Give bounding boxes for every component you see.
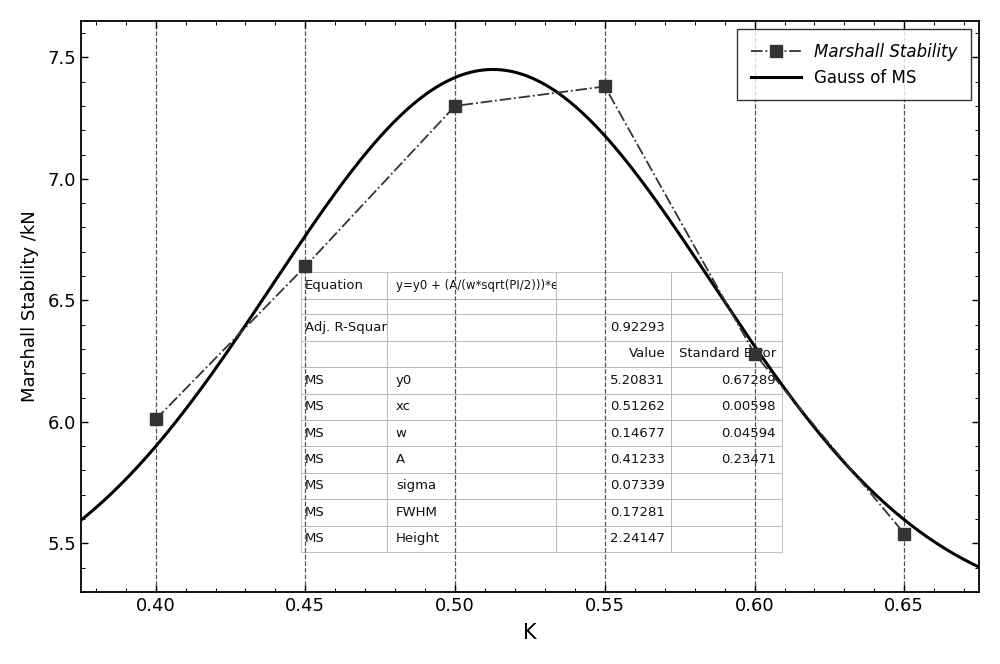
X-axis label: K: K: [523, 623, 537, 643]
Y-axis label: Marshall Stability /kN: Marshall Stability /kN: [21, 210, 39, 402]
Legend: Marshall Stability, Gauss of MS: Marshall Stability, Gauss of MS: [737, 29, 971, 100]
